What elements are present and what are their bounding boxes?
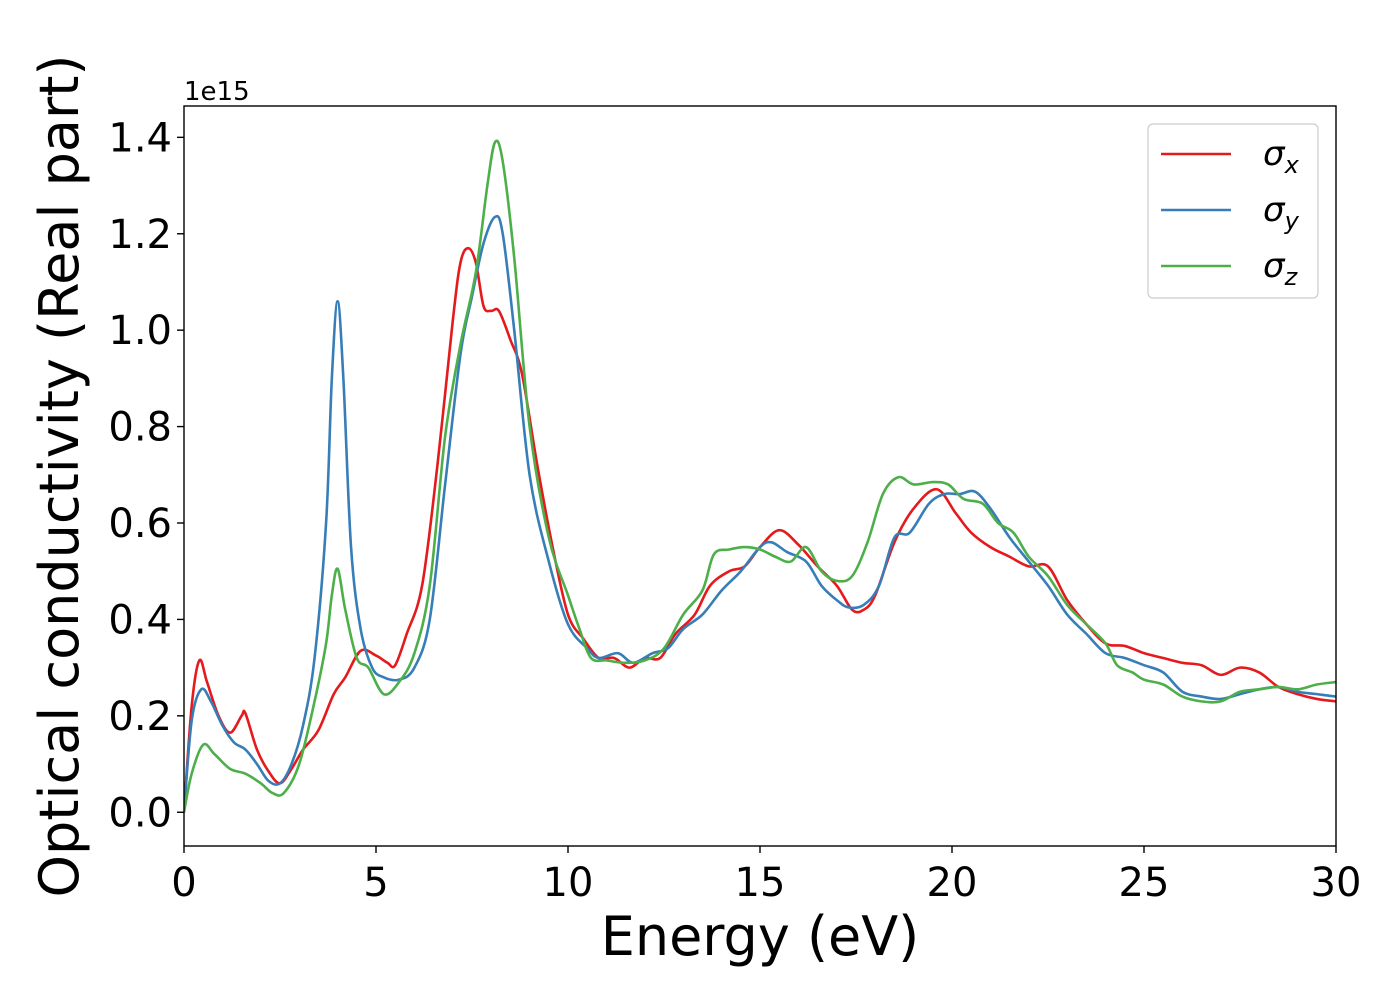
x-axis-title: Energy (eV) (601, 905, 920, 968)
series-line-x (184, 246, 1336, 813)
x-tick-label: 30 (1311, 860, 1362, 906)
y-offset-label: 1e15 (184, 77, 250, 107)
legend: σx σy σz (1147, 123, 1319, 299)
x-tick-label: 25 (1119, 860, 1170, 906)
x-tick-label: 0 (171, 860, 196, 906)
legend-frame (1147, 123, 1319, 299)
y-tick-label: 0.2 (108, 694, 172, 740)
y-tick-label: 0.4 (108, 597, 172, 643)
legend-label-z: σz (1263, 246, 1299, 291)
y-tick-label: 1.2 (108, 212, 172, 258)
y-tick-label: 1.0 (108, 308, 172, 354)
series-line-y (184, 214, 1336, 813)
x-tick-label: 15 (735, 860, 786, 906)
x-tick-label: 5 (363, 860, 388, 906)
y-tick-label: 0.8 (108, 405, 172, 451)
ticks-layer: 0 5 10 15 20 25 30 0.0 0.2 0.4 0.6 0.8 1.0 1.2 1.4 (108, 115, 1361, 906)
legend-label-y: σy (1263, 190, 1300, 235)
y-tick-label: 1.4 (108, 115, 172, 161)
x-tick-label: 20 (927, 860, 978, 906)
y-tick-label: 0.0 (108, 790, 172, 836)
y-axis-title: Optical conductivity (Real part) (28, 55, 91, 898)
legend-label-x: σx (1263, 134, 1300, 179)
series-line-z (184, 139, 1336, 813)
series-layer (184, 139, 1336, 813)
x-tick-label: 10 (543, 860, 594, 906)
y-tick-label: 0.6 (108, 501, 172, 547)
